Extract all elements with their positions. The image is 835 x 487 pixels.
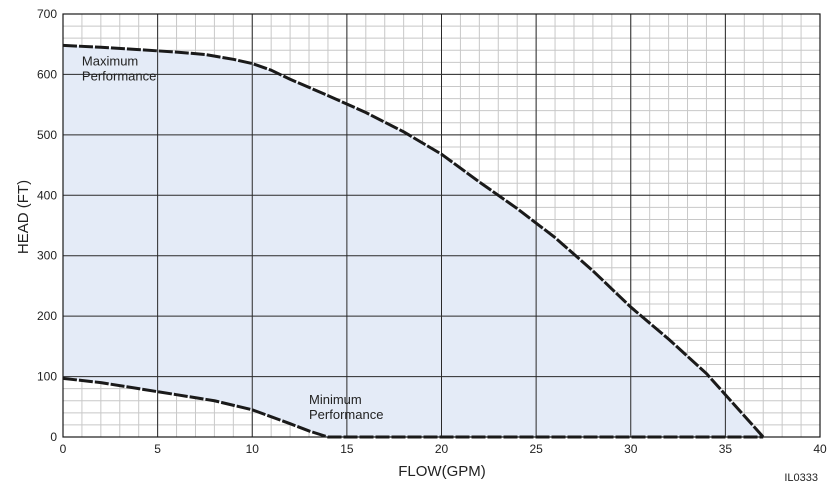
y-tick-label: 200	[37, 309, 57, 323]
y-tick-label: 100	[37, 370, 57, 384]
y-axis-title: HEAD (FT)	[15, 180, 32, 254]
y-axis-tick-labels: 0 100 200 300 400 500 600 700	[37, 7, 57, 444]
x-tick-label: 5	[154, 442, 161, 456]
minimum-performance-curve	[62, 376, 764, 439]
maximum-performance-curve	[62, 43, 765, 439]
x-tick-label: 0	[60, 442, 67, 456]
y-tick-label: 500	[37, 128, 57, 142]
x-axis-tick-labels: 0 5 10 15 20 25 30 35 40	[60, 442, 827, 456]
performance-envelope-area	[63, 45, 764, 438]
x-tick-label: 10	[246, 442, 260, 456]
x-axis-title: FLOW(GPM)	[398, 463, 486, 480]
y-tick-label: 700	[37, 7, 57, 21]
figure-code: IL0333	[784, 472, 818, 484]
annotation-maximum-line1: Maximum	[82, 53, 138, 68]
x-tick-label: 30	[624, 442, 638, 456]
annotation-minimum-line2: Performance	[309, 407, 383, 422]
x-tick-label: 20	[435, 442, 449, 456]
y-tick-label: 0	[50, 430, 57, 444]
y-tick-label: 400	[37, 188, 57, 202]
annotation-minimum-line1: Minimum	[309, 392, 362, 407]
annotation-maximum-line2: Performance	[82, 68, 156, 83]
x-tick-label: 25	[529, 442, 543, 456]
y-tick-label: 300	[37, 249, 57, 263]
x-tick-label: 35	[719, 442, 733, 456]
y-tick-label: 600	[37, 67, 57, 81]
x-tick-label: 40	[813, 442, 827, 456]
x-tick-label: 15	[340, 442, 354, 456]
